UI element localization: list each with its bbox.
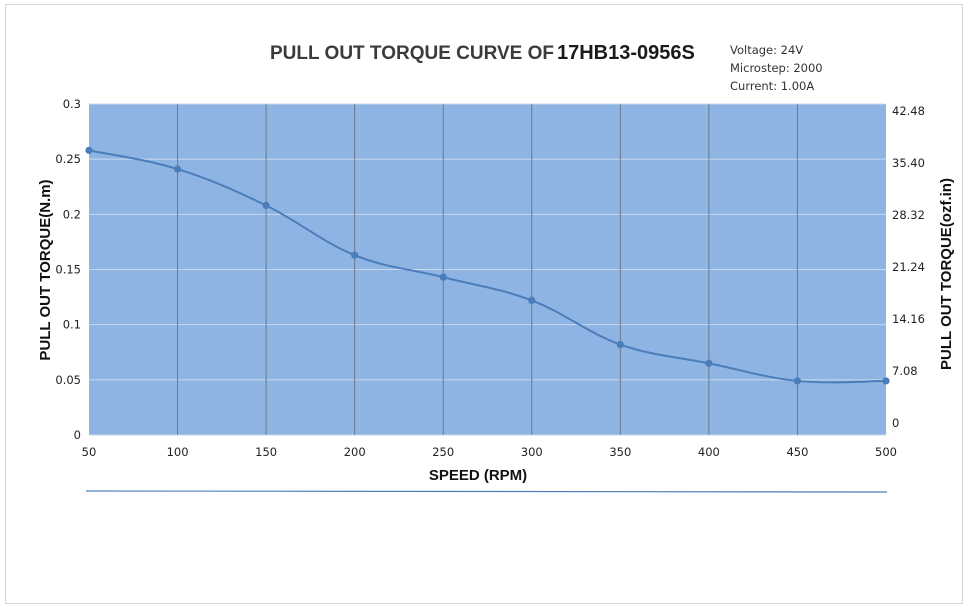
spec-microstep: Microstep: 2000 (730, 61, 823, 75)
y-tick-label-left: 0.3 (63, 97, 81, 111)
y-tick-labels-left: 0 0.05 0.1 0.15 0.2 0.25 0.3 (55, 97, 81, 442)
data-point (528, 296, 536, 304)
x-tick-label: 200 (344, 445, 366, 459)
data-point (85, 146, 93, 154)
x-tick-label: 350 (609, 445, 631, 459)
y-tick-label-left: 0.15 (55, 263, 81, 277)
data-point (882, 377, 890, 385)
y-tick-label-left: 0.2 (63, 207, 81, 221)
x-tick-label: 150 (255, 445, 277, 459)
data-point (616, 340, 624, 349)
y-tick-label-right: 21.24 (892, 260, 925, 274)
data-point (793, 377, 802, 385)
data-point (262, 201, 270, 210)
data-point (173, 165, 182, 173)
torque-curve-line (88, 149, 887, 384)
x-tick-label: 50 (82, 445, 97, 459)
x-tick-label: 300 (521, 445, 543, 459)
x-tick-label: 500 (875, 445, 897, 459)
spec-current: Current: 1.00A (730, 79, 815, 93)
y-tick-labels-right: 0 7.08 14.16 21.24 28.32 35.40 42.48 (892, 104, 925, 430)
data-point (705, 359, 713, 367)
x-tick-label: 450 (786, 445, 808, 459)
horizontal-gridlines (89, 103, 886, 436)
motor-specs: Voltage: 24V Microstep: 2000 Current: 1.… (730, 41, 823, 95)
data-point (351, 251, 359, 259)
y-tick-label-right: 35.40 (892, 156, 925, 170)
y-axis-label-left: PULL OUT TORQUE(N.m) (37, 179, 54, 360)
y-tick-label-left: 0.1 (63, 318, 81, 332)
y-tick-label-right: 7.08 (892, 364, 918, 378)
chart-title-model: 17HB13-0956S (556, 42, 695, 64)
torque-data-points (85, 146, 890, 385)
y-tick-label-right: 14.16 (892, 312, 925, 326)
y-tick-label-left: 0.25 (55, 152, 81, 166)
x-tick-label: 250 (432, 445, 454, 459)
chart-title-prefix: PULL OUT TORQUE CURVE OF (270, 43, 554, 64)
y-tick-label-right: 28.32 (892, 208, 925, 222)
y-tick-label-left: 0.05 (55, 373, 81, 387)
y-tick-label-right: 42.48 (892, 104, 925, 118)
spec-voltage: Voltage: 24V (730, 43, 804, 57)
data-point (439, 273, 447, 281)
y-tick-label-left: 0 (74, 428, 81, 442)
y-axis-label-right: PULL OUT TORQUE(ozf.in) (938, 178, 955, 370)
x-tick-label: 100 (167, 445, 189, 459)
x-tick-labels: 50 100 150 200 250 300 350 400 450 500 (82, 445, 897, 459)
chart-title: PULL OUT TORQUE CURVE OF 17HB13-0956S (270, 42, 695, 65)
x-axis-label: SPEED (RPM) (429, 467, 527, 484)
bottom-rule (85, 490, 888, 493)
y-tick-label-right: 0 (892, 416, 899, 430)
x-tick-label: 400 (698, 445, 720, 459)
